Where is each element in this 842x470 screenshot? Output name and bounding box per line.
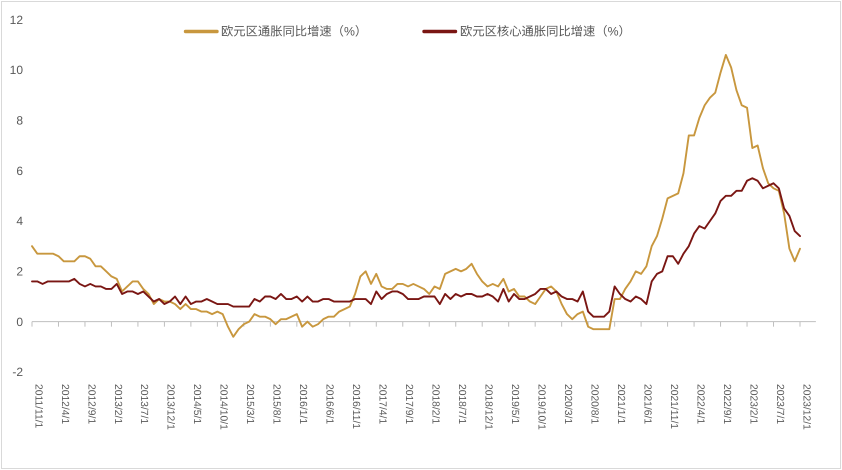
svg-text:欧元区通胀同比增速（%）: 欧元区通胀同比增速（%） — [221, 25, 367, 39]
svg-text:8: 8 — [16, 114, 23, 128]
svg-text:2023/12/1: 2023/12/1 — [800, 384, 811, 430]
svg-text:-2: -2 — [12, 365, 23, 379]
svg-text:0: 0 — [16, 315, 23, 329]
svg-text:2013/12/1: 2013/12/1 — [165, 384, 176, 430]
svg-text:2021/1/1: 2021/1/1 — [615, 384, 626, 424]
svg-text:4: 4 — [16, 214, 23, 228]
svg-text:2016/6/1: 2016/6/1 — [324, 384, 335, 424]
svg-text:2020/8/1: 2020/8/1 — [588, 384, 599, 424]
svg-text:2021/6/1: 2021/6/1 — [641, 384, 652, 424]
svg-text:2020/3/1: 2020/3/1 — [562, 384, 573, 424]
svg-text:2017/9/1: 2017/9/1 — [403, 384, 414, 424]
svg-text:2016/1/1: 2016/1/1 — [297, 384, 308, 424]
svg-text:2016/11/1: 2016/11/1 — [350, 384, 361, 429]
svg-text:欧元区核心通胀同比增速（%）: 欧元区核心通胀同比增速（%） — [460, 25, 631, 39]
svg-text:2022/9/1: 2022/9/1 — [721, 384, 732, 424]
svg-text:2014/5/1: 2014/5/1 — [191, 384, 202, 424]
svg-text:2021/11/1: 2021/11/1 — [668, 384, 679, 429]
svg-text:2: 2 — [16, 265, 23, 279]
svg-text:2023/7/1: 2023/7/1 — [774, 384, 785, 424]
svg-text:2019/5/1: 2019/5/1 — [509, 384, 520, 424]
svg-text:2012/9/1: 2012/9/1 — [85, 384, 96, 424]
svg-text:2023/2/1: 2023/2/1 — [747, 384, 758, 424]
svg-text:2018/12/1: 2018/12/1 — [483, 384, 494, 430]
svg-text:2017/4/1: 2017/4/1 — [377, 384, 388, 424]
svg-text:2022/4/1: 2022/4/1 — [694, 384, 705, 424]
svg-text:6: 6 — [16, 164, 23, 178]
svg-text:2015/8/1: 2015/8/1 — [271, 384, 282, 424]
svg-text:2015/3/1: 2015/3/1 — [244, 384, 255, 424]
svg-text:10: 10 — [10, 63, 24, 77]
svg-text:2018/7/1: 2018/7/1 — [456, 384, 467, 424]
svg-text:2011/11/1: 2011/11/1 — [32, 384, 43, 429]
svg-text:2012/4/1: 2012/4/1 — [59, 384, 70, 424]
svg-text:2019/10/1: 2019/10/1 — [535, 384, 546, 430]
svg-text:2018/2/1: 2018/2/1 — [430, 384, 441, 424]
svg-text:2014/10/1: 2014/10/1 — [218, 384, 229, 430]
svg-text:2013/7/1: 2013/7/1 — [138, 384, 149, 424]
svg-text:12: 12 — [10, 13, 24, 27]
svg-text:2013/2/1: 2013/2/1 — [112, 384, 123, 424]
